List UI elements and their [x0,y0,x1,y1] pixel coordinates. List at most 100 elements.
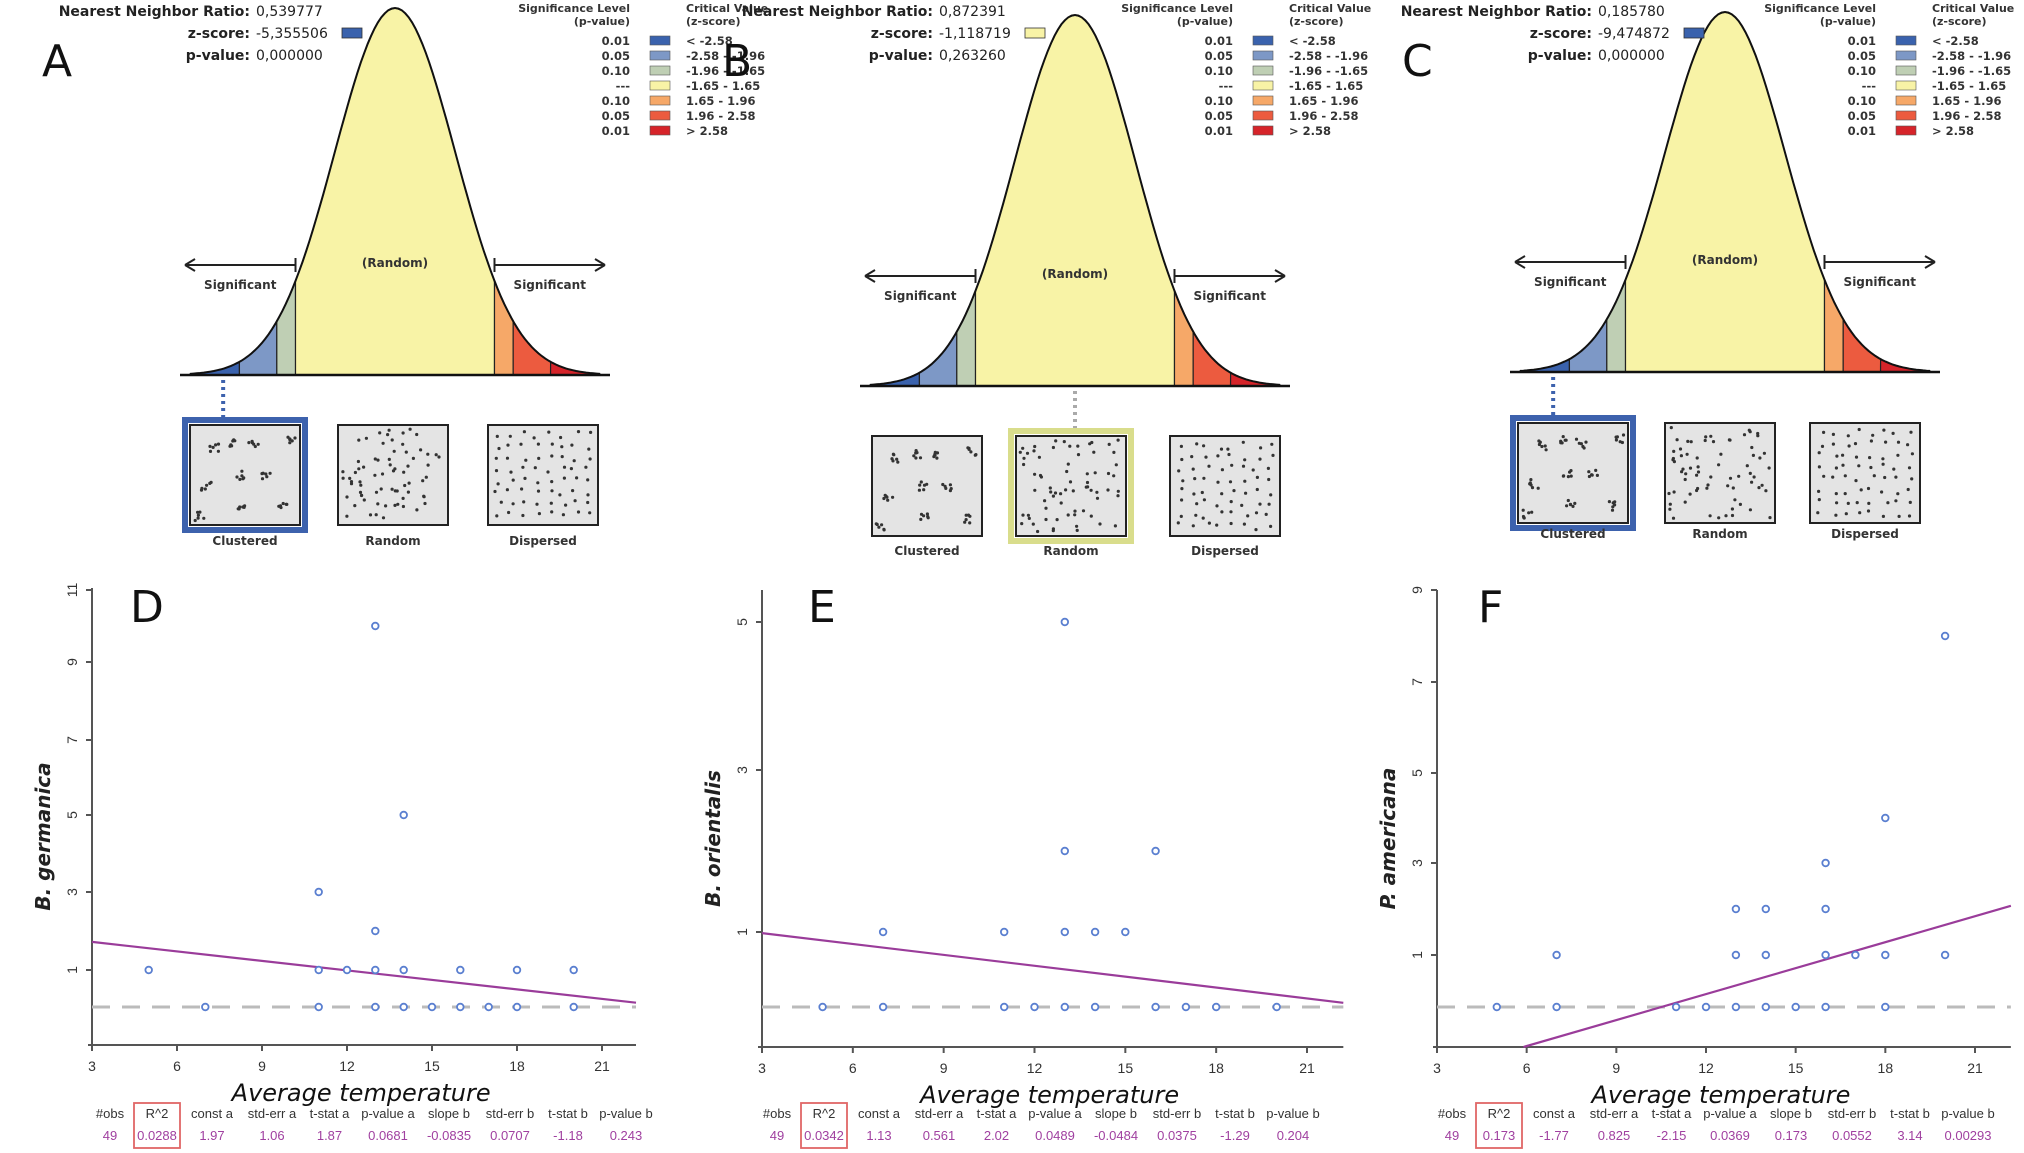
pattern-dot [286,435,290,439]
scatter-panel-f: 1 3 5 7 9 3 6 9 12 15 18 21 F Average temperature P. a… [1376,582,2012,1149]
stats-value: 0.0681 [368,1128,408,1143]
pattern-dot [1202,498,1206,502]
pattern-dot [1724,514,1728,518]
pattern-dot [1561,474,1565,478]
scatter-panel-e: 1 3 5 3 6 9 12 15 18 21 E Average temperature B. ori… [701,582,1344,1149]
pattern-dot [1831,475,1835,479]
pattern-dot [1831,442,1835,446]
stats-value: 1.13 [866,1128,891,1143]
legend-p-value: 0.05 [602,49,630,63]
legend-swatch [649,125,671,136]
pattern-dot [572,459,576,463]
pattern-dot [1227,452,1231,457]
panel-letter: B [722,36,752,87]
pattern-dot [1695,488,1699,493]
x-axis-label: Average temperature [230,1079,491,1107]
pattern-dot [1822,430,1826,434]
stats-header: t-stat b [548,1106,588,1121]
pattern-dot [1908,500,1912,504]
legend-crit-subheader: (z-score) [1289,15,1344,28]
regression-line [761,932,1344,1004]
pattern-dot [1590,473,1594,477]
p-value-value: 0,263260 [939,48,1006,64]
curve-segment [294,7,496,376]
stats-header: std-err b [1828,1106,1876,1121]
data-point [1121,927,1130,937]
pattern-dot [1695,456,1699,460]
significant-left-label: Significant [204,278,277,292]
x-tick-label: 21 [1967,1060,1983,1076]
stats-header: #obs [763,1106,792,1121]
data-point [1881,950,1890,960]
pattern-dot [1181,479,1185,483]
pattern-dot [1610,508,1615,512]
pattern-dot [1846,501,1850,505]
legend-row: --- -1.65 - 1.65 [1219,79,1364,93]
stats-header: #obs [96,1106,125,1121]
pattern-dot [256,442,260,446]
pattern-dot [1258,457,1262,461]
data-point [456,965,465,975]
y-tick-label: 1 [734,928,750,936]
data-point [1151,1002,1160,1012]
pattern-dot [1733,498,1737,502]
pattern-label: Dispersed [1831,527,1899,541]
data-point [878,927,888,937]
data-point [427,1002,437,1012]
y-tick-label: 5 [1409,769,1425,777]
stats-value: 1.97 [199,1128,224,1143]
pattern-dot [1667,491,1671,496]
pattern-dot [1530,486,1535,490]
pattern-dot [495,514,499,518]
pattern-dot [550,454,554,458]
stats-value: 0.561 [923,1128,956,1143]
pattern-box [1015,435,1127,537]
pattern-dot [966,513,971,517]
pattern-dot [1767,466,1771,470]
pattern-dot [387,428,391,432]
pattern-dot [1031,522,1035,526]
x-tick-label: 6 [1523,1060,1531,1076]
data-point [1821,858,1830,868]
pattern-dot [1696,470,1701,474]
legend-swatch [1895,95,1917,106]
pattern-dispersed: Dispersed [1809,422,1921,541]
pattern-dot [401,504,405,509]
pattern-dot [1684,472,1688,476]
legend-p-value: 0.05 [602,109,630,123]
pattern-dot [1220,510,1224,514]
pattern-dot [586,478,590,482]
legend-z-range: 1.96 - 2.58 [1932,109,2002,123]
stats-value: 2.02 [984,1128,1009,1143]
pattern-dot [1032,449,1036,453]
pattern-dot [1897,514,1901,519]
pattern-dot [1195,442,1199,446]
p-value-label: p-value: [186,48,250,64]
pattern-dot [1607,500,1611,504]
pattern-dot [1095,496,1100,500]
pattern-dot [1764,489,1768,493]
pattern-dot [549,501,553,505]
legend-row: 0.05 -2.58 - -1.96 [602,49,765,63]
pattern-dot [1709,475,1713,479]
pattern-dot [1255,487,1259,492]
nn-ratio-label: Nearest Neighbor Ratio: [742,4,933,20]
pattern-dot [1258,502,1262,506]
pattern-dot [1709,434,1713,438]
stats-header: std-err b [486,1106,534,1121]
pattern-dot [949,487,953,491]
legend-swatch [649,110,671,121]
legend-p-value: 0.05 [1205,109,1233,123]
pattern-dot [1220,468,1224,472]
pattern-dot [1906,487,1910,492]
significance-legend: Significance Level(p-value) Critical Valu… [1121,2,1371,138]
pattern-dot [1910,477,1914,481]
pattern-dot [1055,518,1059,522]
legend-z-range: -1.65 - 1.65 [1289,79,1363,93]
r2-highlight-box [1475,1102,1523,1149]
pattern-dot [1246,514,1250,518]
pattern-dot [1269,493,1273,497]
legend-crit-header: Critical Value [1289,2,1371,15]
bell-curve [1519,10,1931,372]
pattern-dot [1190,455,1194,459]
